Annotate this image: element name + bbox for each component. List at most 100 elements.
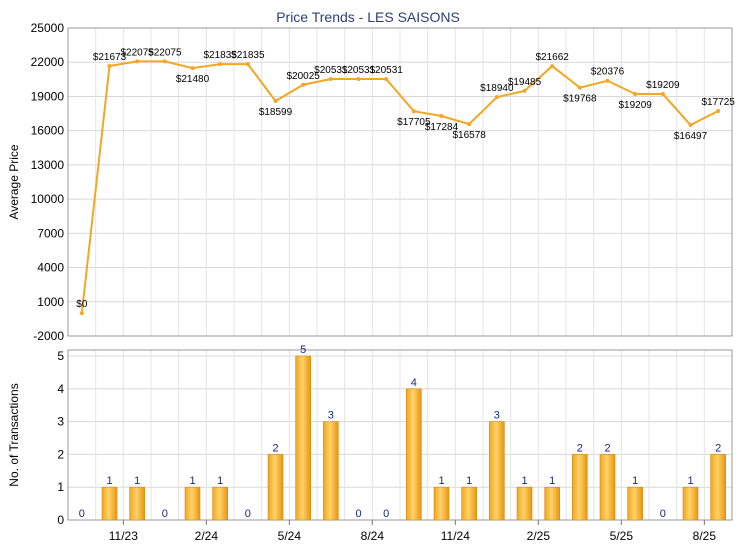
price-point [162,59,167,64]
transaction-data-label: 0 [660,508,666,520]
transactions-plot-frame [67,349,733,521]
price-point [218,62,223,67]
transaction-data-label: 2 [604,442,610,454]
transaction-bar [406,388,422,521]
price-y-tick-label: 19000 [31,89,65,103]
x-tick-label: 5/24 [278,529,302,543]
transaction-bar [599,454,616,521]
price-data-label: $20531 [342,65,376,76]
price-point [467,122,472,127]
transaction-bar [516,486,533,521]
transactions-y-tick-label: 2 [57,447,64,461]
price-data-label: $20531 [369,65,403,76]
price-data-label: $19209 [618,100,652,111]
transaction-bar [572,454,588,521]
transaction-bar [433,486,450,521]
transaction-data-label: 0 [162,508,168,520]
price-data-label: $21835 [231,50,265,61]
price-data-label: $21480 [176,74,210,85]
transactions-y-tick-label: 5 [57,349,64,363]
transaction-data-label: 1 [189,475,195,487]
x-tick-label: 11/24 [441,529,470,543]
price-point [273,99,278,104]
transaction-data-label: 0 [79,508,85,520]
price-data-label: $22075 [148,47,182,58]
price-y-tick-label: 4000 [37,261,64,275]
price-point [301,82,306,87]
transaction-bar [627,486,643,521]
transactions-y-axis-label: No. of Transactions [7,383,21,486]
price-data-label: $16497 [674,131,708,142]
price-point [107,63,112,68]
price-data-label: $21662 [535,52,569,63]
transaction-bar [129,486,145,521]
transaction-bar [710,454,726,521]
price-point [384,76,389,81]
x-tick-label: 11/23 [109,529,138,543]
price-data-label: $17284 [425,122,459,133]
x-tick-label: 8/25 [693,529,717,543]
price-point [716,108,721,113]
transaction-data-label: 2 [577,442,583,454]
price-data-label: $20531 [314,65,348,76]
price-data-label: $18599 [259,107,293,118]
transaction-bar [544,486,560,521]
price-point [328,76,333,81]
transaction-data-label: 4 [411,377,417,389]
transaction-bar [184,486,201,521]
price-data-label: $19485 [508,77,542,88]
price-data-label: $17725 [701,97,735,108]
price-data-label: $19209 [646,80,680,91]
price-y-ticks: 25000 22000 19000 16000 13000 10000 7000 4000 10… [31,21,65,343]
price-data-label: $22075 [120,47,154,58]
price-point [245,62,250,67]
price-plot-frame [67,27,733,337]
transaction-data-label: 1 [217,475,223,487]
transaction-data-label: 1 [687,475,693,487]
price-point [660,92,665,97]
transaction-data-label: 5 [300,344,306,356]
price-y-tick-label: 25000 [31,21,65,35]
price-point [411,109,416,114]
price-point [577,85,582,90]
transaction-bar [295,355,311,521]
price-y-tick-label: 10000 [31,192,65,206]
price-data-label: $0 [76,299,88,310]
transactions-y-tick-label: 3 [57,415,64,429]
transactions-y-tick-label: 4 [57,382,64,396]
transaction-bar [682,486,699,521]
price-y-tick-label: 7000 [37,226,64,240]
chart-title: Price Trends - LES SAISONS [276,9,460,25]
price-data-label: $20025 [286,71,320,82]
price-grid [68,27,732,337]
price-point [356,76,361,81]
price-data-label: $18940 [480,83,514,94]
transaction-data-label: 1 [106,475,112,487]
transaction-bar [267,454,284,521]
price-y-tick-label: 1000 [37,295,64,309]
transaction-data-label: 0 [355,508,361,520]
price-data-labels: $0$21673$22075$22075$21480$21835$21835$1… [76,47,735,310]
price-point [605,78,610,83]
price-point [135,59,140,64]
transaction-bar [212,486,228,521]
transaction-bar [323,421,339,521]
transaction-data-label: 2 [272,442,278,454]
price-y-tick-label: -2000 [33,329,64,343]
transaction-data-label: 0 [383,508,389,520]
price-point [494,95,499,100]
transaction-data-label: 1 [134,475,140,487]
price-y-axis-label: Average Price [7,144,21,219]
transaction-data-label: 1 [632,475,638,487]
price-point [190,66,195,71]
x-tick-label: 2/24 [195,529,219,543]
price-series-line [80,60,719,314]
x-tick-label: 5/25 [610,529,634,543]
transaction-bar [461,486,477,521]
transaction-data-label: 1 [438,475,444,487]
price-point [688,122,693,127]
transaction-data-label: 1 [549,475,555,487]
transaction-data-label: 2 [715,442,721,454]
transactions-y-tick-label: 1 [57,480,64,494]
